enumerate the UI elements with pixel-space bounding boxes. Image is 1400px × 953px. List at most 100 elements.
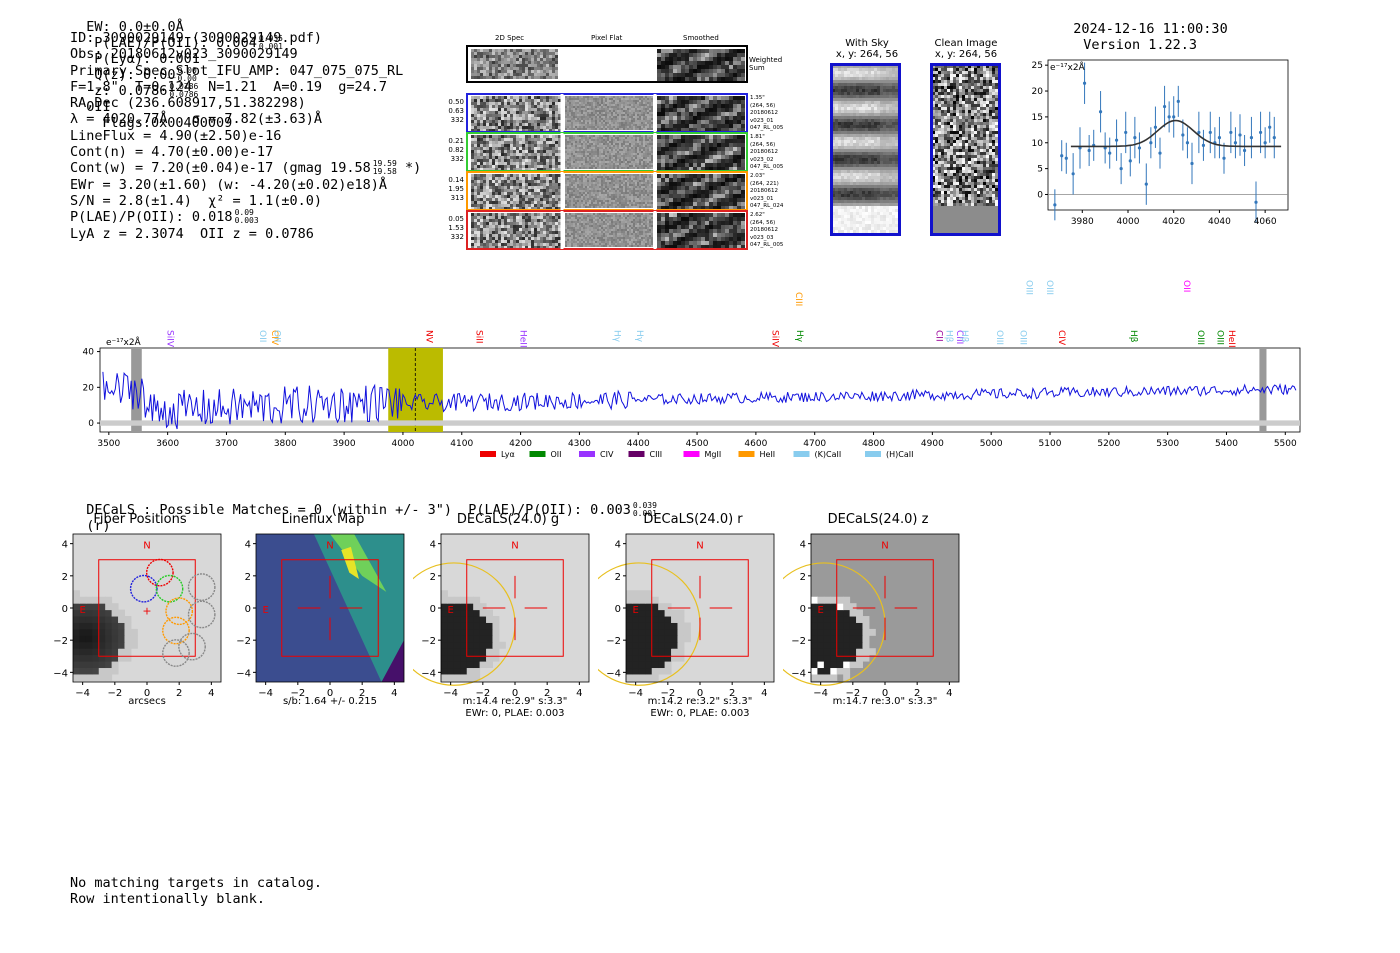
- cutout-left-value: 313: [450, 194, 464, 202]
- spec-line-label: Hγ: [612, 330, 622, 343]
- zoom-point: [1197, 130, 1201, 135]
- info-primary: Primary Spec_Slot_IFU_AMP: 047_075_075_R…: [70, 62, 404, 79]
- decals-blob: [73, 590, 138, 681]
- header-qz-lo: 0.00: [177, 74, 197, 83]
- decals-ytick-label: −2: [53, 636, 68, 647]
- decals-ytick-label: 0: [62, 604, 68, 615]
- zoom-point: [1272, 135, 1276, 140]
- spec-legend-swatch: [683, 451, 700, 457]
- cutout-left-value: 0.21: [448, 137, 464, 145]
- cutout-left-label: 0.50 0.63 332: [444, 98, 464, 125]
- zoom-xtick-label: 4020: [1162, 217, 1185, 227]
- decals-caption: s/b: 1.64 +/- 0.215: [256, 696, 404, 708]
- zoom-point: [1153, 125, 1158, 129]
- zoom-ylabel: e⁻¹⁷x2Å: [1050, 61, 1086, 73]
- zoom-point: [1201, 143, 1206, 147]
- decals-panel-image: N E 4 2 0 −2 −4 −4 −2 0 2 4: [236, 533, 405, 699]
- sky-pixels: [832, 65, 901, 233]
- cutout-right-value: 047_RL_024: [750, 203, 784, 209]
- spec-xtick-label: 4300: [568, 439, 591, 449]
- info-plae-row: P(LAE)/P(OII): 0.018 0.09 0.003: [70, 209, 421, 226]
- spec-xtick-label: 4500: [686, 439, 709, 449]
- cutout-right-value: 20180612: [750, 149, 778, 155]
- spec-line-label: CIV: [1056, 330, 1066, 346]
- cutout-left-value: 0.14: [448, 176, 464, 184]
- spec-legend-label: (K)CaII: [815, 450, 842, 459]
- cutout-right-value: 20180612: [750, 188, 778, 194]
- decals-xtick-label: −4: [443, 688, 458, 699]
- zoom-point: [1053, 203, 1057, 207]
- footer-line2: Row intentionally blank.: [70, 890, 266, 907]
- header-plae-hi: 0.035: [258, 34, 283, 43]
- zoom-ytick-label: 0: [1037, 190, 1043, 200]
- decals-xtick-label: 2: [544, 688, 550, 699]
- decals-ytick-label: −4: [421, 668, 436, 679]
- footer-line1: No matching targets in catalog.: [70, 875, 322, 891]
- zoom-point: [1229, 130, 1233, 135]
- spec-line-label: CIII: [954, 330, 964, 344]
- spec-frame: [99, 347, 1301, 433]
- spec-legend-swatch: [579, 451, 595, 457]
- spec-xtick-label: 4000: [391, 439, 414, 449]
- cutout-left-label: 0.14 1.95 313: [444, 176, 464, 203]
- info-lambda: λ = 4020.77Å σ = 7.82(±3.63)Å: [70, 111, 322, 128]
- zoom-point: [1242, 148, 1247, 153]
- info-sn: S/N = 2.8(±1.4) χ² = 1.1(±0.0): [70, 192, 322, 209]
- decals-xtick-label: −4: [813, 688, 828, 699]
- header-qz-hi: 0.00: [177, 66, 197, 75]
- spec-line-label: Hβ: [1128, 330, 1138, 343]
- spec-xtick-label: 5400: [1215, 439, 1238, 449]
- decals-ytick-label: −4: [53, 668, 68, 679]
- spec-line-label: OIII: [1044, 280, 1054, 295]
- info-plae: P(LAE)/P(OII): 0.018: [70, 209, 233, 226]
- cutout-right-label: 1.81" (264, 56) 20180612 v023_02 047_RL_005: [750, 134, 800, 172]
- spec-line-label: Hβ: [943, 330, 953, 343]
- with-sky-title-text: With Sky: [845, 38, 889, 49]
- spec-legend-swatch: [738, 451, 755, 457]
- weighted-sum-label: Weighted Sum: [749, 56, 783, 72]
- cutout-right-value: 20180612: [750, 227, 778, 233]
- zoom-point: [1208, 130, 1212, 135]
- spec-line-label: OIII: [1195, 330, 1205, 345]
- decals-xtick-label: 0: [882, 688, 888, 699]
- spec-line-label: HeII: [1226, 330, 1236, 348]
- decals-xtick-label: −2: [107, 688, 122, 699]
- cutout-flat-row: [565, 135, 653, 169]
- decals-red-box: [836, 559, 934, 657]
- decals-xtick-label: 4: [208, 688, 214, 699]
- spec-line-label: SiIV: [165, 330, 175, 348]
- decals-caption: m:14.4 re:2.9" s:3.3" EWr: 0, PLAE: 0.003: [441, 696, 589, 720]
- fiber-circle: [187, 573, 216, 601]
- cutout-left-value: 1.95: [448, 185, 464, 193]
- decals-ytick-label: −4: [606, 668, 621, 679]
- cutout-right-value: 047_RL_005: [750, 164, 784, 170]
- decals-xtick-label: 2: [729, 688, 735, 699]
- header-z-line: OII: [86, 99, 111, 115]
- info-plae-lo: 0.003: [234, 216, 259, 226]
- zoom-point: [1144, 182, 1148, 186]
- cutout-left-value: 0.63: [448, 107, 464, 115]
- cutout-left-value: 0.82: [448, 146, 464, 154]
- spec-line: [102, 371, 1297, 430]
- spec-line-label: SiII: [473, 330, 483, 344]
- decals-xtick-label: 0: [697, 688, 703, 699]
- zoom-ytick-label: 20: [1032, 87, 1044, 97]
- zoom-ytick-label: 5: [1037, 165, 1043, 175]
- info-radec: RA,Dec (236.608917,51.382298): [70, 95, 306, 112]
- cutout-right-value: (264, 56): [750, 102, 776, 109]
- fiber-circle: [165, 597, 194, 626]
- decals-ytick-label: 4: [615, 540, 621, 551]
- decals-panel-title: Fiber Positions: [93, 512, 187, 527]
- zoom-point: [1217, 135, 1222, 140]
- spec-line-label: CIII: [793, 292, 803, 306]
- header-plae: P(LAE)/P(OII): 0.004: [94, 35, 257, 51]
- decals-xtick-label: −2: [660, 688, 675, 699]
- zoom-point: [1071, 172, 1075, 176]
- zoom-point: [1254, 200, 1258, 204]
- weighted-smooth: [657, 49, 745, 81]
- zoom-point: [1263, 141, 1267, 145]
- cutout-smooth-row: [657, 135, 745, 171]
- spec-xtick-label: 3900: [333, 439, 356, 449]
- cutout-right-value: (264, 56): [750, 219, 776, 226]
- cutout-2d-row: [471, 213, 561, 249]
